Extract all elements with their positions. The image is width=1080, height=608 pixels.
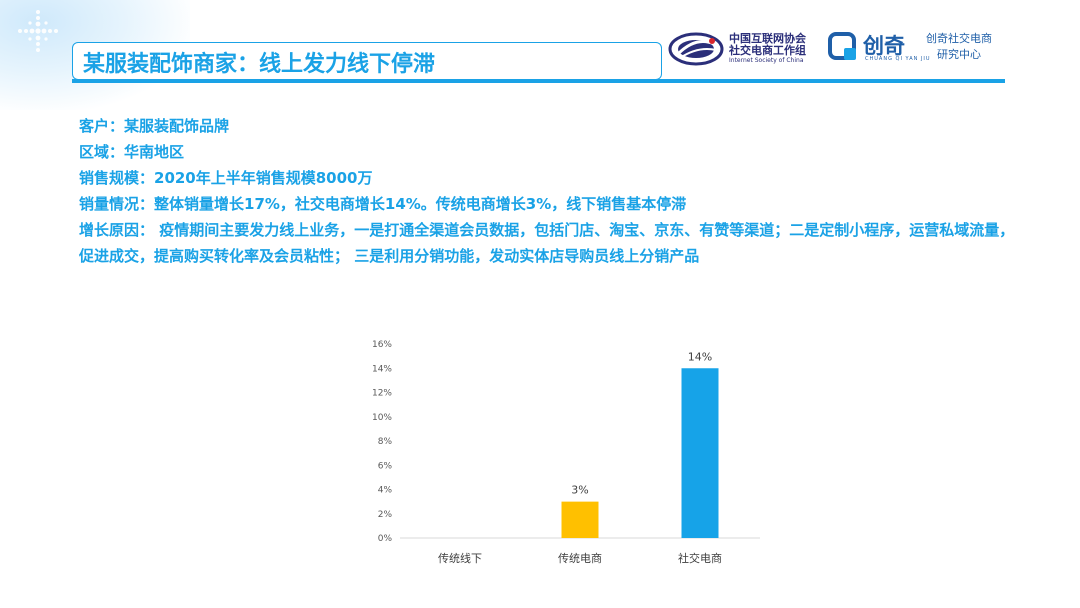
data-label: 14%: [688, 350, 712, 363]
y-tick-label: 10%: [372, 413, 392, 423]
y-tick-label: 2%: [378, 510, 393, 520]
isc-logo: 中国互联网协会 社交电商工作组 Internet Society of Chin…: [668, 31, 818, 69]
y-tick-label: 8%: [378, 437, 393, 447]
y-tick-label: 4%: [378, 486, 393, 496]
chuangqi-q-icon: [828, 32, 856, 60]
bar: [561, 501, 599, 538]
isc-chinese-name: 中国互联网协会 社交电商工作组: [729, 32, 806, 57]
y-tick-label: 12%: [372, 389, 392, 399]
isc-english-name: Internet Society of China: [729, 57, 804, 64]
isc-emblem-icon: [668, 32, 724, 66]
sales-scale-line: 销售规模：2020年上半年销售规模8000万: [79, 169, 373, 187]
bar-chart: 0% 2% 4% 6% 8% 10% 12% 14% 16% 传统线下 3% 传统电商 14% 社交电商: [372, 340, 760, 565]
info-block: 客户：某服装配饰品牌 区域：华南地区 销售规模：2020年上半年销售规模8000…: [79, 113, 1019, 269]
dot-pattern-decoration: [18, 10, 58, 52]
chuangqi-subtitle: 创奇社交电商 研究中心: [926, 32, 992, 61]
x-tick-label: 传统电商: [558, 551, 602, 565]
chuangqi-name: 创奇: [863, 34, 905, 58]
chuangqi-logo: 创奇 CHUANG QI YAN JIU 创奇社交电商 研究中心: [828, 30, 1008, 66]
y-tick-label: 0%: [378, 534, 393, 544]
y-tick-label: 16%: [372, 340, 392, 350]
x-tick-label: 传统线下: [438, 551, 482, 565]
x-tick-label: 社交电商: [678, 551, 722, 565]
title-underline: [72, 79, 1005, 83]
client-line: 客户：某服装配饰品牌: [79, 117, 230, 135]
region-line: 区域：华南地区: [79, 143, 185, 161]
data-label: 3%: [571, 484, 588, 497]
chuangqi-pinyin: CHUANG QI YAN JIU: [865, 56, 931, 62]
bar: [681, 368, 719, 538]
y-tick-label: 6%: [378, 461, 393, 471]
sales-volume-line: 销量情况：整体销量增长17%，社交电商增长14%。传统电商增长3%，线下销售基本…: [79, 195, 687, 213]
y-tick-label: 14%: [372, 364, 392, 374]
growth-reason-line: 增长原因： 疫情期间主要发力线上业务，一是打通全渠道会员数据，包括门店、淘宝、京…: [79, 221, 1015, 265]
page-title: 某服装配饰商家：线上发力线下停滞: [83, 52, 436, 77]
title-box: 某服装配饰商家：线上发力线下停滞: [72, 42, 662, 80]
